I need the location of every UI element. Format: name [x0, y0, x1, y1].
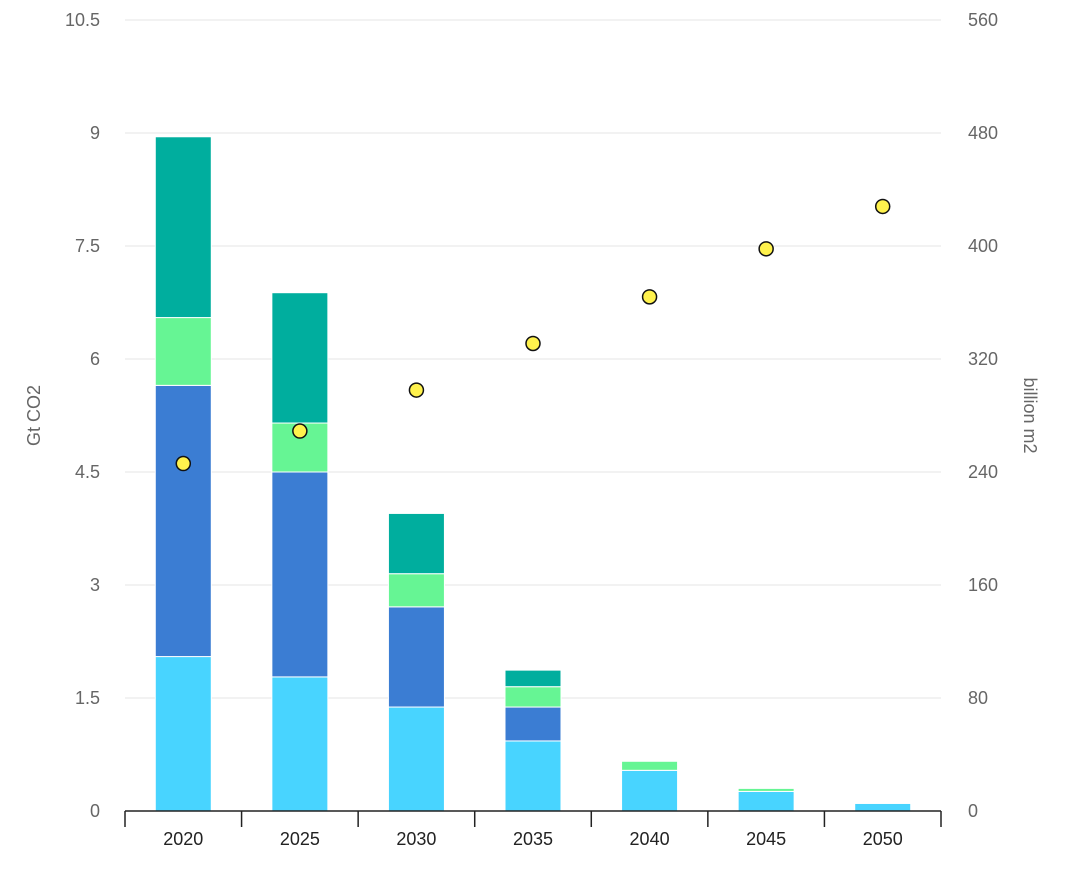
y-right-tick-label: 240	[968, 462, 998, 482]
bar-segment	[154, 317, 212, 386]
bar-segment	[271, 471, 329, 678]
y-right-tick-label: 160	[968, 575, 998, 595]
y-left-tick-label: 3	[90, 575, 100, 595]
y-left-tick-label: 4.5	[75, 462, 100, 482]
bar-segment	[387, 706, 445, 812]
bar-segment	[504, 686, 562, 708]
bar-segment	[504, 706, 562, 742]
bar-segment	[854, 802, 912, 812]
y-left-tick-label: 0	[90, 801, 100, 821]
x-tick-label: 2040	[630, 829, 670, 849]
bar-segment	[387, 512, 445, 575]
y-left-tick-label: 7.5	[75, 236, 100, 256]
bar-segment	[737, 787, 795, 792]
y-right-tick-label: 400	[968, 236, 998, 256]
x-axis	[124, 810, 942, 827]
x-tick-label: 2030	[396, 829, 436, 849]
bar-segment	[387, 606, 445, 708]
y-right-tick-label: 80	[968, 688, 988, 708]
bar-segment	[621, 769, 679, 812]
data-point	[874, 198, 891, 215]
y-axis-right-title: billion m2	[1020, 377, 1040, 453]
bar-segment	[504, 669, 562, 688]
x-tick-label: 2050	[863, 829, 903, 849]
bar-segment	[154, 656, 212, 812]
x-tick-label: 2020	[163, 829, 203, 849]
data-point	[175, 455, 192, 472]
points	[175, 198, 891, 472]
bar-segment	[154, 136, 212, 319]
y-right-tick-label: 560	[968, 10, 998, 30]
y-right-tick-label: 0	[968, 801, 978, 821]
x-tick-label: 2025	[280, 829, 320, 849]
bar-segment	[621, 760, 679, 771]
y-axis-left-title: Gt CO2	[24, 385, 44, 446]
bar-segment	[504, 740, 562, 812]
data-point	[292, 423, 308, 439]
y-left-tick-label: 10.5	[65, 10, 100, 30]
bar-segment	[387, 573, 445, 608]
y-left-tick-label: 6	[90, 349, 100, 369]
y-right-tick-label: 480	[968, 123, 998, 143]
bar-segment	[271, 676, 329, 812]
bar-segment	[154, 384, 212, 658]
x-tick-label: 2045	[746, 829, 786, 849]
bars	[154, 136, 912, 812]
y-left-tick-label: 9	[90, 123, 100, 143]
tick-labels: 0 1.5 3 4.5 6 7.5 9 10.5 0 80 160 240 320 400 480 560 20…	[65, 10, 998, 849]
gridlines	[125, 19, 941, 699]
data-point	[758, 241, 774, 257]
data-point	[408, 382, 425, 398]
x-tick-label: 2035	[513, 829, 553, 849]
bar-segment	[271, 292, 329, 424]
y-left-tick-label: 1.5	[75, 688, 100, 708]
data-point	[525, 335, 541, 352]
bar-segment	[737, 790, 795, 812]
data-point	[641, 289, 658, 305]
y-right-tick-label: 320	[968, 349, 998, 369]
